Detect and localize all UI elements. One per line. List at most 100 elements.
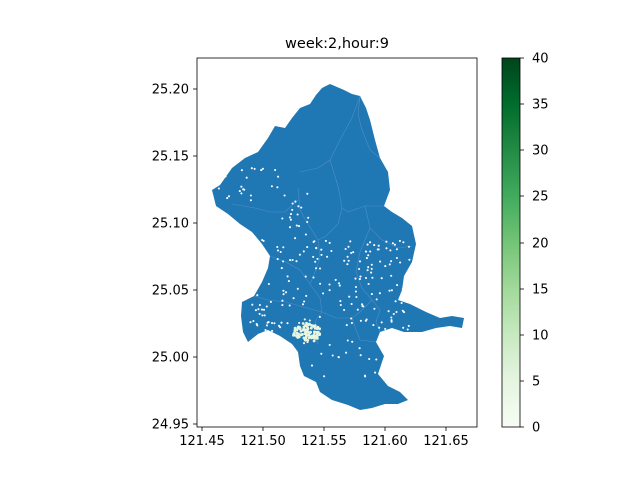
y-tick: 25.10 [152, 217, 197, 232]
station-point [377, 244, 380, 247]
station-point [371, 276, 374, 279]
colorbar-tick-label: 40 [532, 52, 549, 67]
station-point [253, 167, 256, 170]
station-point [306, 220, 309, 224]
station-point [315, 246, 318, 249]
station-point [344, 247, 347, 251]
station-point [318, 315, 321, 318]
colorbar-tick: 5 [520, 375, 540, 390]
station-point [249, 321, 252, 324]
colorbar-tick: 20 [520, 237, 549, 252]
station-point [326, 255, 329, 258]
station-point [315, 267, 318, 270]
station-point [331, 354, 334, 357]
station-point [279, 250, 282, 254]
station-point [291, 202, 294, 205]
hotspot-point [303, 328, 306, 332]
station-point [306, 192, 309, 195]
station-point [402, 326, 405, 329]
station-point [281, 299, 284, 302]
y-tick-label: 25.15 [152, 150, 189, 165]
station-point [350, 317, 353, 320]
station-point [289, 259, 292, 262]
station-point [369, 250, 372, 253]
station-point [328, 283, 331, 286]
station-point [407, 276, 411, 280]
station-point [240, 192, 243, 195]
station-point [387, 310, 390, 313]
station-point [258, 312, 261, 315]
hotspot-point [299, 329, 303, 333]
station-point [264, 328, 267, 332]
station-point [277, 175, 280, 178]
station-point [337, 356, 340, 359]
station-point [346, 255, 349, 258]
station-point [280, 321, 283, 324]
hotspot-point [296, 325, 300, 329]
y-tick-label: 24.95 [152, 418, 189, 433]
hotspot-point [304, 331, 307, 335]
station-point [388, 289, 391, 292]
station-point [373, 307, 376, 310]
station-point [390, 274, 393, 277]
hotspot-point [309, 330, 312, 334]
station-point [388, 263, 391, 266]
station-point [402, 241, 405, 244]
station-point [294, 200, 297, 203]
station-point [349, 240, 352, 243]
station-point [346, 339, 349, 342]
station-point [358, 347, 361, 350]
station-point [379, 260, 382, 263]
station-point [284, 291, 288, 294]
station-point [270, 321, 274, 325]
hotspot-point [318, 332, 322, 336]
city-boundary [212, 84, 464, 410]
station-point [312, 255, 315, 258]
hotspot-point [309, 326, 313, 330]
station-point [359, 354, 362, 357]
station-point [265, 305, 268, 308]
station-point [260, 308, 264, 311]
x-tick: 121.55 [301, 427, 347, 449]
station-point [310, 364, 314, 367]
station-point [318, 267, 322, 270]
station-point [361, 303, 364, 306]
station-point [367, 266, 370, 269]
station-point [401, 288, 404, 291]
station-point [254, 309, 257, 312]
hotspot-point [293, 329, 297, 333]
colorbar-tick: 40 [520, 52, 549, 67]
station-point [364, 250, 368, 253]
station-point [334, 278, 337, 281]
station-point [366, 269, 369, 272]
station-point [269, 300, 272, 303]
hotspot-point [301, 333, 304, 336]
y-tick: 25.00 [152, 351, 197, 366]
station-point [282, 289, 285, 292]
station-point [411, 298, 414, 301]
hotspot-point [308, 335, 312, 339]
station-point [324, 239, 327, 242]
x-tick: 121.65 [423, 427, 469, 449]
station-point [365, 318, 368, 321]
y-tick: 25.05 [152, 284, 197, 299]
station-point [314, 260, 317, 263]
station-point [297, 205, 300, 208]
hotspot-point [318, 327, 322, 331]
station-point [343, 308, 346, 312]
station-point [245, 176, 248, 179]
station-point [391, 242, 394, 245]
x-axis: 121.45 121.50 121.55 121.60 121.65 [179, 427, 469, 449]
colorbar-tick-label: 35 [532, 98, 549, 113]
station-point [305, 294, 308, 297]
station-point [410, 278, 413, 281]
station-point [395, 256, 398, 260]
hotspot-point [306, 338, 310, 342]
station-point [350, 302, 353, 306]
station-point [303, 318, 306, 321]
colorbar-tick-label: 15 [532, 283, 549, 298]
hotspot-point [315, 331, 319, 335]
hotspot-point [307, 323, 310, 327]
station-point [403, 294, 407, 298]
station-point [298, 253, 301, 256]
